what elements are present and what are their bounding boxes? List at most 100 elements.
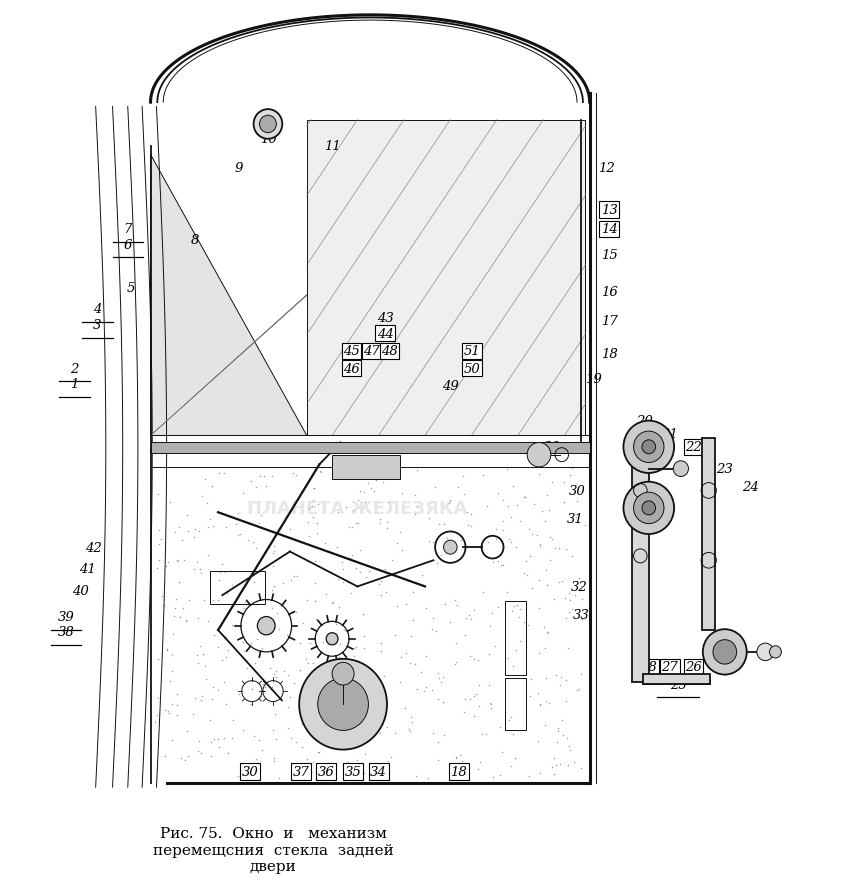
Point [266, 724, 280, 738]
Point [556, 575, 570, 589]
Point [347, 649, 360, 664]
Point [471, 653, 484, 667]
Point [409, 508, 422, 522]
Point [253, 688, 267, 703]
Point [575, 612, 589, 626]
Point [505, 711, 518, 725]
Point [349, 517, 363, 531]
Text: 16: 16 [601, 285, 617, 299]
Text: 30: 30 [241, 765, 258, 778]
Text: 44: 44 [377, 328, 394, 340]
Text: 23: 23 [717, 462, 734, 476]
Point [449, 655, 462, 669]
Text: 48: 48 [381, 345, 398, 358]
Point [309, 526, 323, 540]
Point [540, 694, 553, 708]
Point [203, 713, 217, 727]
Point [225, 618, 239, 633]
Point [539, 641, 552, 655]
Point [448, 758, 462, 772]
Point [245, 696, 258, 711]
Point [158, 750, 172, 764]
Point [150, 487, 164, 501]
Point [428, 480, 441, 494]
Point [171, 555, 184, 569]
Point [218, 731, 231, 745]
Point [206, 594, 219, 608]
Point [299, 653, 313, 667]
Point [542, 503, 556, 517]
Point [502, 500, 515, 514]
Bar [332, 455, 400, 479]
Point [404, 657, 417, 671]
Point [496, 558, 509, 572]
Text: 17: 17 [601, 315, 617, 328]
Text: 2: 2 [71, 362, 79, 376]
Point [504, 510, 518, 525]
Point [155, 589, 168, 603]
Point [458, 693, 472, 707]
Point [300, 722, 314, 736]
Point [252, 517, 266, 531]
Point [190, 657, 204, 671]
Point [560, 731, 574, 745]
Point [166, 649, 179, 663]
Point [322, 705, 336, 719]
Point [431, 692, 445, 706]
Point [373, 516, 387, 530]
Circle shape [642, 501, 655, 516]
Point [252, 586, 266, 600]
Point [419, 649, 433, 664]
Point [486, 771, 500, 785]
Point [434, 548, 448, 563]
Point [395, 486, 409, 501]
Point [252, 690, 266, 704]
Point [524, 549, 537, 563]
Point [306, 656, 320, 670]
Point [239, 644, 252, 658]
Point [371, 764, 385, 778]
Point [480, 500, 494, 514]
Point [296, 740, 309, 754]
Circle shape [259, 116, 276, 134]
Point [405, 710, 418, 724]
Point [201, 548, 215, 563]
Point [394, 674, 407, 688]
Point [338, 709, 352, 723]
Text: 14: 14 [601, 223, 617, 236]
Point [545, 760, 558, 774]
Point [456, 487, 470, 501]
Point [473, 756, 486, 770]
Point [505, 604, 518, 618]
Point [315, 635, 329, 649]
Point [381, 754, 394, 768]
Text: Рис. 75.  Окно  и   механизм
перемещсния  стекла  задней
двери: Рис. 75. Окно и механизм перемещсния сте… [153, 827, 394, 873]
Point [463, 692, 477, 706]
Point [307, 755, 320, 769]
Point [326, 711, 339, 726]
Point [451, 480, 465, 494]
Point [442, 496, 456, 510]
Point [320, 704, 333, 719]
Text: 29: 29 [543, 441, 560, 454]
Point [302, 501, 315, 516]
Point [366, 702, 379, 716]
Point [411, 499, 424, 513]
Point [408, 488, 422, 502]
Point [486, 556, 500, 570]
Point [323, 738, 337, 752]
Point [218, 631, 231, 645]
Point [293, 664, 307, 678]
Point [525, 527, 539, 541]
Point [558, 591, 572, 605]
Point [201, 614, 215, 628]
Point [449, 750, 462, 765]
Point [354, 757, 368, 771]
Point [432, 672, 445, 686]
Point [236, 723, 250, 737]
Point [207, 732, 221, 746]
Point [192, 734, 206, 748]
Point [177, 554, 190, 568]
Circle shape [326, 633, 338, 645]
Point [533, 647, 547, 661]
